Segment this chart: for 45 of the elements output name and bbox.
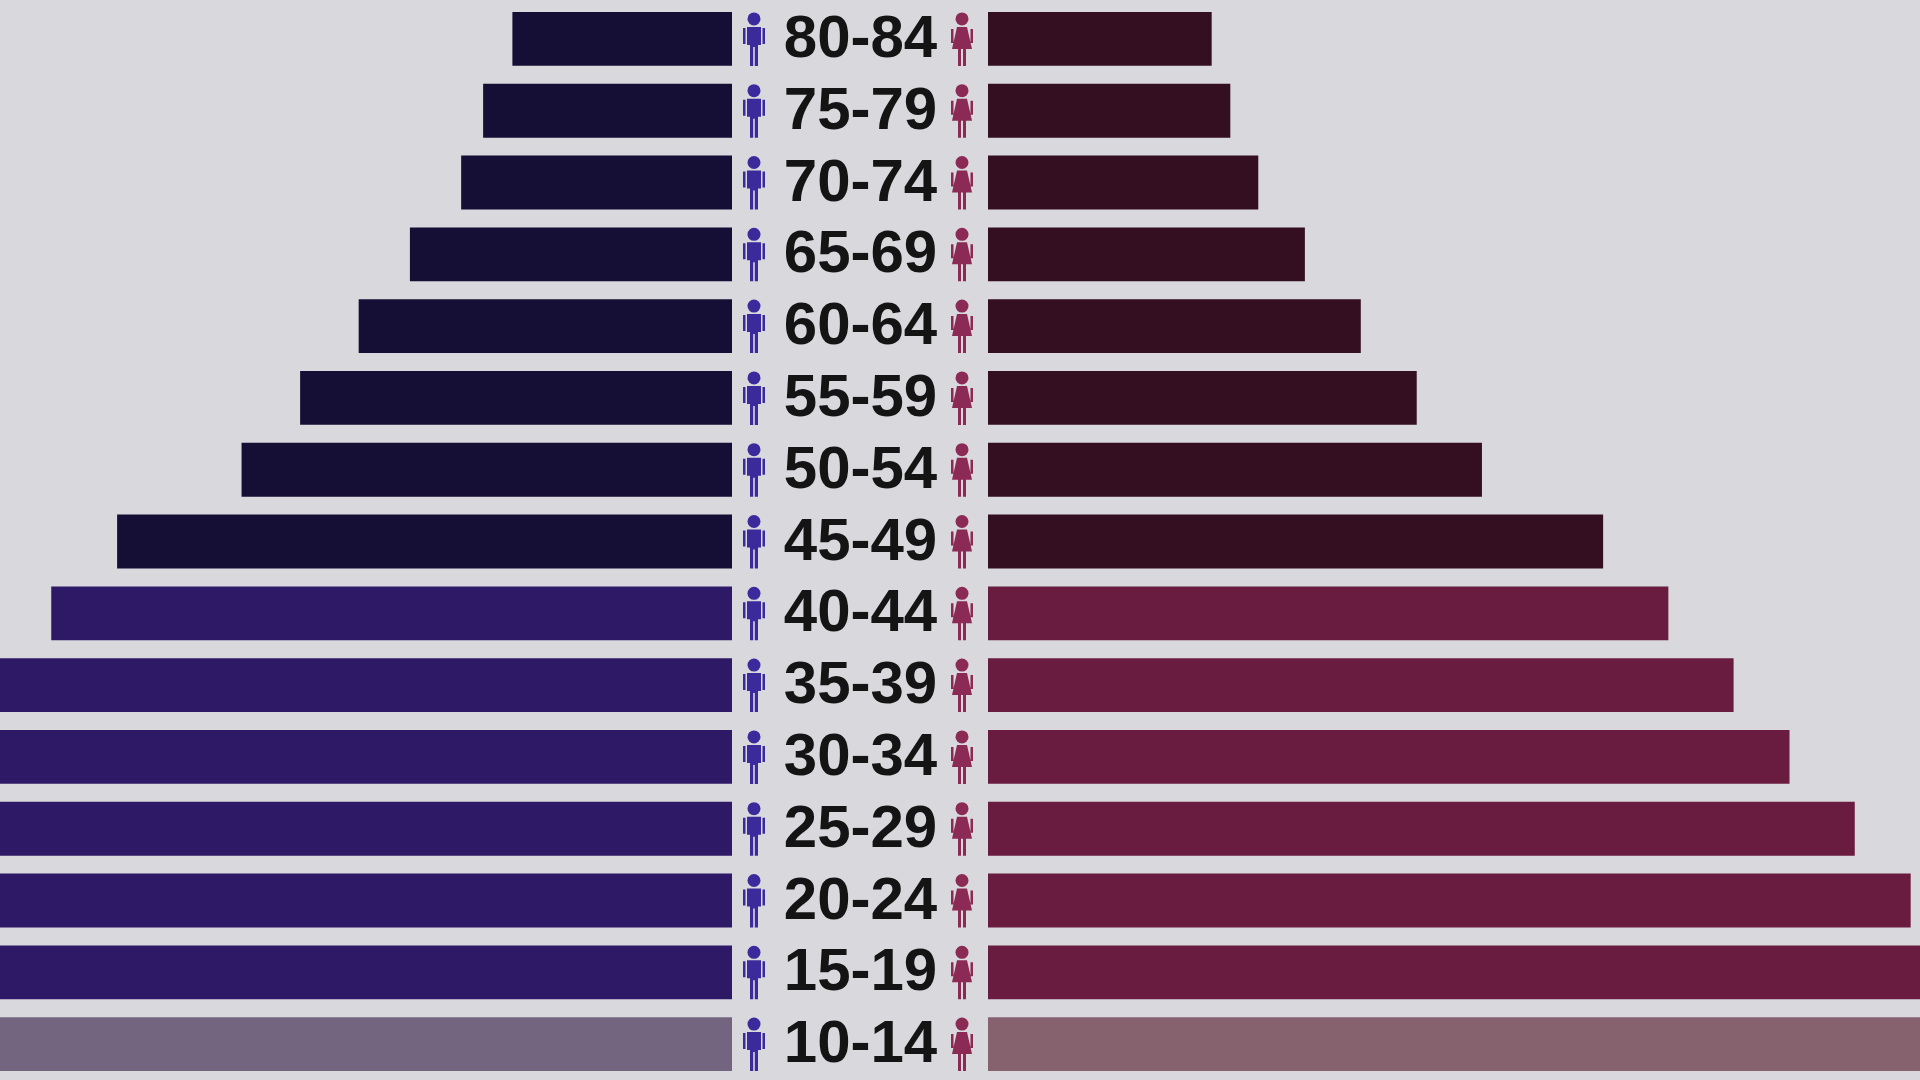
y-tick-label: 15-19 [783, 936, 938, 1004]
y-tick-label: 75-79 [783, 74, 938, 142]
y-tick-label: 50-54 [783, 433, 938, 501]
y-tick-label: 55-59 [783, 361, 938, 429]
y-tick-label: 20-24 [783, 864, 938, 932]
bar [988, 514, 1604, 569]
bar [988, 442, 1482, 497]
bar [988, 586, 1669, 641]
bar [988, 801, 1855, 856]
y-tick-label: 30-34 [783, 720, 938, 788]
bar [0, 1017, 732, 1072]
bar [51, 586, 732, 641]
bar [0, 729, 732, 784]
bar [988, 729, 1790, 784]
bar [358, 299, 732, 354]
y-tick-label: 35-39 [783, 649, 938, 717]
bar [988, 370, 1417, 425]
y-tick-label: 60-64 [783, 290, 938, 358]
bar [988, 227, 1305, 282]
bar [988, 1017, 1920, 1072]
y-tick-label: 70-74 [783, 146, 938, 214]
bar [300, 370, 732, 425]
bar [988, 873, 1911, 928]
bar [988, 83, 1231, 138]
bar [988, 11, 1212, 66]
bar [117, 514, 732, 569]
bar [0, 801, 732, 856]
bar [461, 155, 732, 210]
bar [0, 658, 732, 713]
bar [988, 945, 1920, 1000]
bar [0, 873, 732, 928]
bar [988, 658, 1734, 713]
y-tick-label: 40-44 [783, 577, 938, 645]
bar [241, 442, 732, 497]
y-tick-label: 80-84 [783, 2, 938, 70]
bar [0, 945, 732, 1000]
y-tick-label: 45-49 [783, 505, 938, 573]
y-tick-label: 65-69 [783, 218, 938, 286]
bar [988, 299, 1361, 354]
bar [988, 155, 1259, 210]
bar [512, 11, 732, 66]
bar [483, 83, 732, 138]
y-tick-label: 10-14 [783, 1008, 938, 1076]
bar [409, 227, 732, 282]
y-tick-label: 25-29 [783, 792, 938, 860]
